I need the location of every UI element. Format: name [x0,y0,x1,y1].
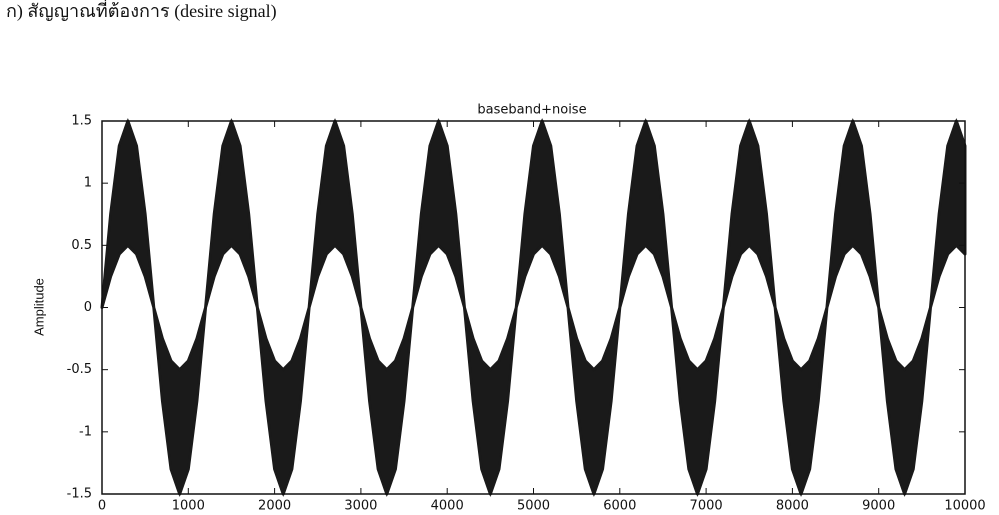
y-axis-label: Amplitude [31,278,46,336]
x-tick-label: 6000 [603,499,636,514]
x-tick-label: 7000 [690,499,723,514]
y-tick-label: 0 [84,300,92,315]
y-tick-label: 0.5 [71,238,92,253]
y-tick-label: -0.5 [67,362,92,377]
heading: ก) สัญญาณที่ต้องการ (desire signal) [6,0,277,22]
x-tick-label: 10000 [944,499,985,514]
x-tick-label: 5000 [517,499,550,514]
page: {"heading": "ก) สัญญาณที่ต้องการ (desire… [0,0,999,515]
x-tick-label: 8000 [776,499,809,514]
band-fill [102,121,965,494]
lower-line [102,245,965,494]
y-tick-label: -1.5 [67,487,92,502]
chart-title: baseband+noise [477,103,586,118]
y-tick-label: 1 [84,176,92,191]
y-tick-label: 1.5 [71,114,92,129]
x-tick-label: 2000 [258,499,291,514]
x-tick-label: 9000 [862,499,895,514]
x-tick-label: 0 [98,499,106,514]
x-tick-label: 3000 [344,499,377,514]
y-tick-label: -1 [79,424,92,439]
page-figure: ก) สัญญาณที่ต้องการ (desire signal) base… [0,0,999,515]
x-tick-label: 1000 [172,499,205,514]
x-tick-label: 4000 [431,499,464,514]
